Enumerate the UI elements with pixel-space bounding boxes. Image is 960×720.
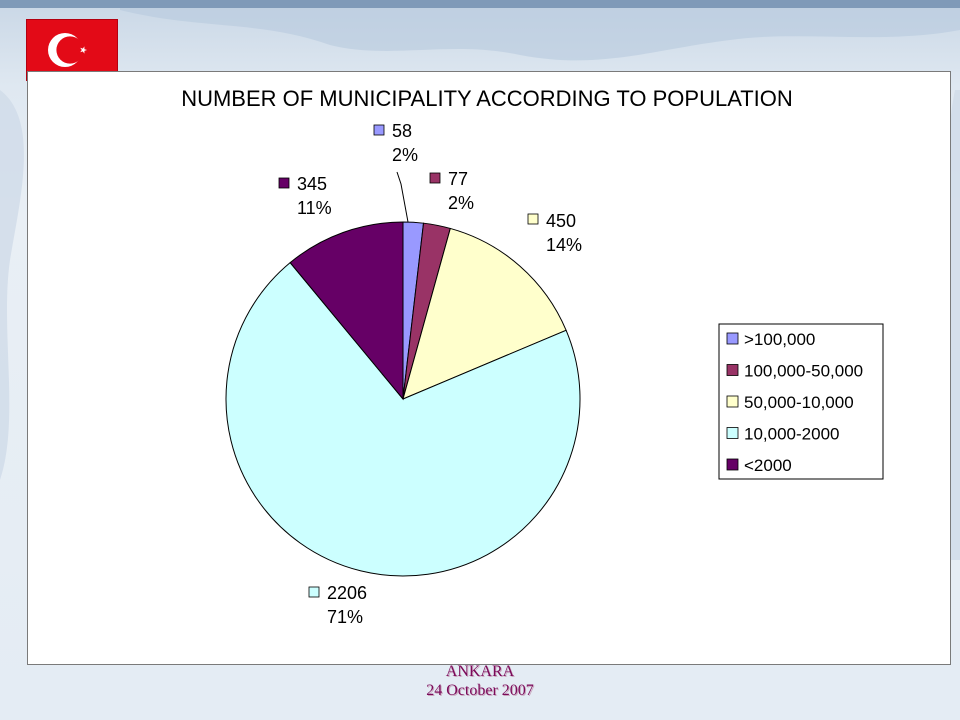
legend-label-10000-2000: 10,000-2000 <box>744 425 839 444</box>
legend-swatch-50000-10000 <box>726 395 739 408</box>
data-label-value-100000-50000: 77 <box>448 169 468 189</box>
chart-area: NUMBER OF MUNICIPALITY ACCORDING TO POPU… <box>27 71 951 665</box>
data-label-percent-gt-100000: 2% <box>392 145 418 165</box>
data-label-swatch-10000-2000 <box>308 586 320 598</box>
data-label-value-gt-100000: 58 <box>392 121 412 141</box>
legend-label-lt-2000: <2000 <box>744 456 792 475</box>
legend-swatch-gt-100000 <box>726 332 739 345</box>
legend-label-100000-50000: 100,000-50,000 <box>744 362 863 381</box>
footer-city: ANKARA <box>445 663 515 680</box>
top-band <box>0 0 960 8</box>
data-label-value-50000-10000: 450 <box>546 211 576 231</box>
chart-legend: >100,000 100,000-50,000 50,000-10,000 10,00… <box>718 323 884 480</box>
data-label-percent-100000-50000: 2% <box>448 193 474 213</box>
data-label-percent-10000-2000: 71% <box>327 607 363 627</box>
data-label-swatch-50000-10000 <box>527 213 539 225</box>
footer-date: 24 October 2007 <box>426 682 534 699</box>
chart-title: NUMBER OF MUNICIPALITY ACCORDING TO POPU… <box>181 86 793 111</box>
turkey-flag-icon <box>26 19 118 81</box>
pie-slice-50000-10000 <box>402 227 567 400</box>
pie-slice-lt-2000 <box>289 221 404 401</box>
legend-swatch-lt-2000 <box>726 458 739 471</box>
legend-label-50000-10000: 50,000-10,000 <box>744 393 854 412</box>
legend-label-gt-100000: >100,000 <box>744 330 815 349</box>
data-label-value-lt-2000: 345 <box>297 174 327 194</box>
data-label-swatch-lt-2000 <box>278 177 290 189</box>
data-label-value-10000-2000: 2206 <box>327 583 367 603</box>
legend-swatch-10000-2000 <box>726 427 739 439</box>
legend-swatch-100000-50000 <box>726 364 739 376</box>
data-label-percent-50000-10000: 14% <box>546 235 582 255</box>
data-label-swatch-100000-50000 <box>429 172 441 184</box>
data-label-swatch-gt-100000 <box>373 124 385 136</box>
pie-chart: NUMBER OF MUNICIPALITY ACCORDING TO POPU… <box>181 86 884 627</box>
legend-box <box>718 323 884 480</box>
leader-line-gt-100000 <box>396 171 409 223</box>
footer: ANKARA 24 October 2007 <box>380 662 580 700</box>
data-label-percent-lt-2000: 11% <box>297 198 332 218</box>
pie-slice-10000-2000 <box>225 261 581 577</box>
